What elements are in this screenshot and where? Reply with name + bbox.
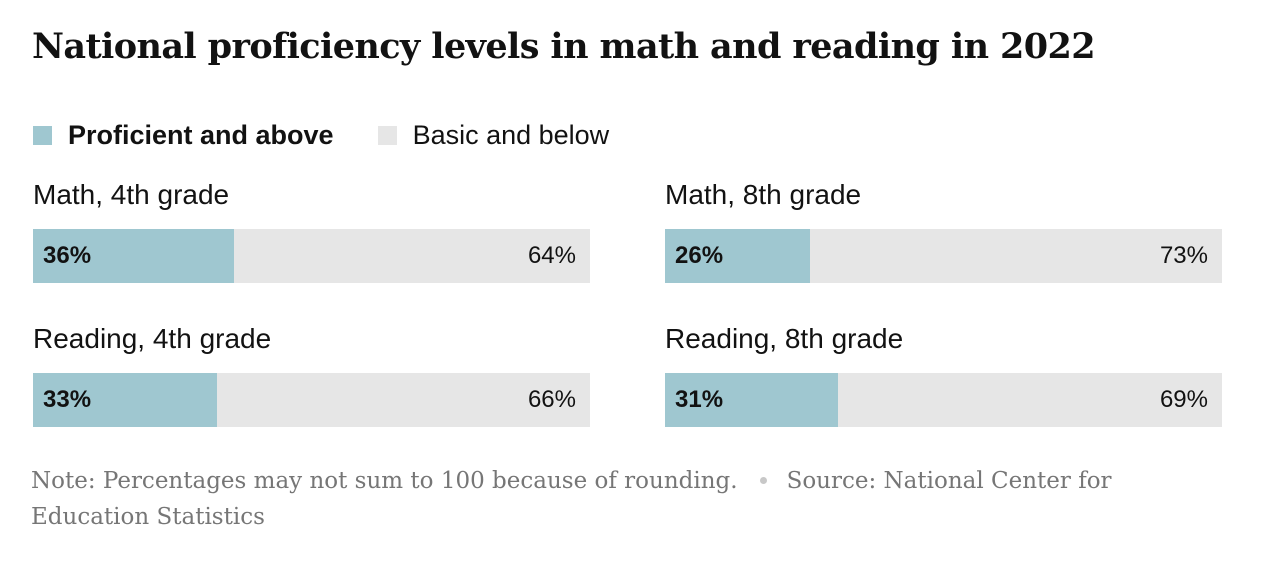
panel-title: Math, 4th grade (33, 179, 230, 210)
bar-proficient-label: 26% (675, 242, 724, 269)
bar-basic-label: 73% (1159, 242, 1208, 269)
bar-proficient-segment (665, 373, 838, 427)
source-text: Source: National Center for Education St… (31, 468, 1112, 530)
bar-proficient-label: 33% (43, 386, 92, 413)
bar-track: 36% 64% (33, 229, 590, 283)
bar-basic-label: 69% (1159, 386, 1208, 413)
legend-label-basic: Basic and below (412, 119, 610, 150)
bar-proficient-segment (665, 229, 810, 283)
panel-math-4th: Math, 4th grade 36% 64% (33, 175, 590, 283)
panel-title: Reading, 8th grade (665, 323, 904, 354)
legend-label-proficient: Proficient and above (68, 119, 334, 150)
legend-swatch-proficient (33, 125, 52, 145)
chart-footer: Note: Percentages may not sum to 100 bec… (31, 463, 1151, 535)
panel-math-8th: Math, 8th grade 26% 73% (665, 175, 1222, 283)
note-text: Note: Percentages may not sum to 100 bec… (31, 468, 738, 494)
bar-track: 33% 66% (33, 373, 590, 427)
bar-proficient-label: 36% (43, 242, 92, 269)
panel-title: Reading, 4th grade (33, 323, 272, 354)
bar-track: 31% 69% (665, 373, 1222, 427)
bar-proficient-segment (33, 229, 234, 283)
legend-item-proficient: Proficient and above (33, 120, 334, 151)
legend: Proficient and above Basic and below (33, 118, 653, 152)
bar-proficient-label: 31% (675, 386, 724, 413)
bar-basic-label: 66% (527, 386, 576, 413)
chart-title: National proficiency levels in math and … (32, 26, 1096, 67)
panel-reading-8th: Reading, 8th grade 31% 69% (665, 319, 1222, 427)
panel-reading-4th: Reading, 4th grade 33% 66% (33, 319, 590, 427)
bar-proficient-segment (33, 373, 217, 427)
legend-swatch-basic (377, 125, 397, 145)
legend-item-basic: Basic and below (377, 119, 610, 151)
separator-dot (759, 476, 767, 484)
bar-basic-label: 64% (527, 242, 576, 269)
bar-track: 26% 73% (665, 229, 1222, 283)
panel-title: Math, 8th grade (665, 179, 862, 210)
